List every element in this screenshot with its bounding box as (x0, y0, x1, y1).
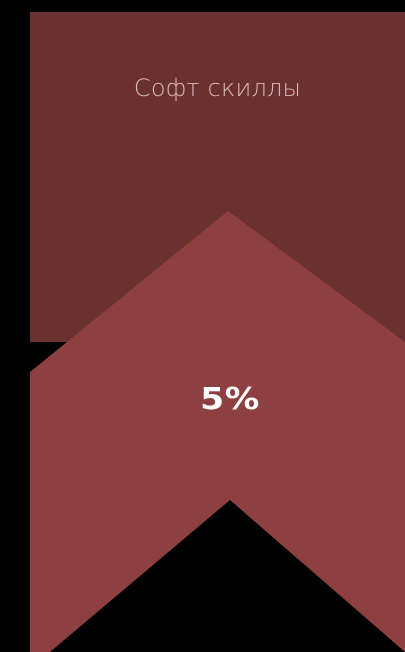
chevron-band (30, 211, 405, 652)
chevron-notch (50, 500, 405, 652)
skill-percentage: 5% (200, 382, 260, 417)
card-title: Софт скиллы (133, 74, 302, 102)
top-panel (30, 12, 405, 342)
